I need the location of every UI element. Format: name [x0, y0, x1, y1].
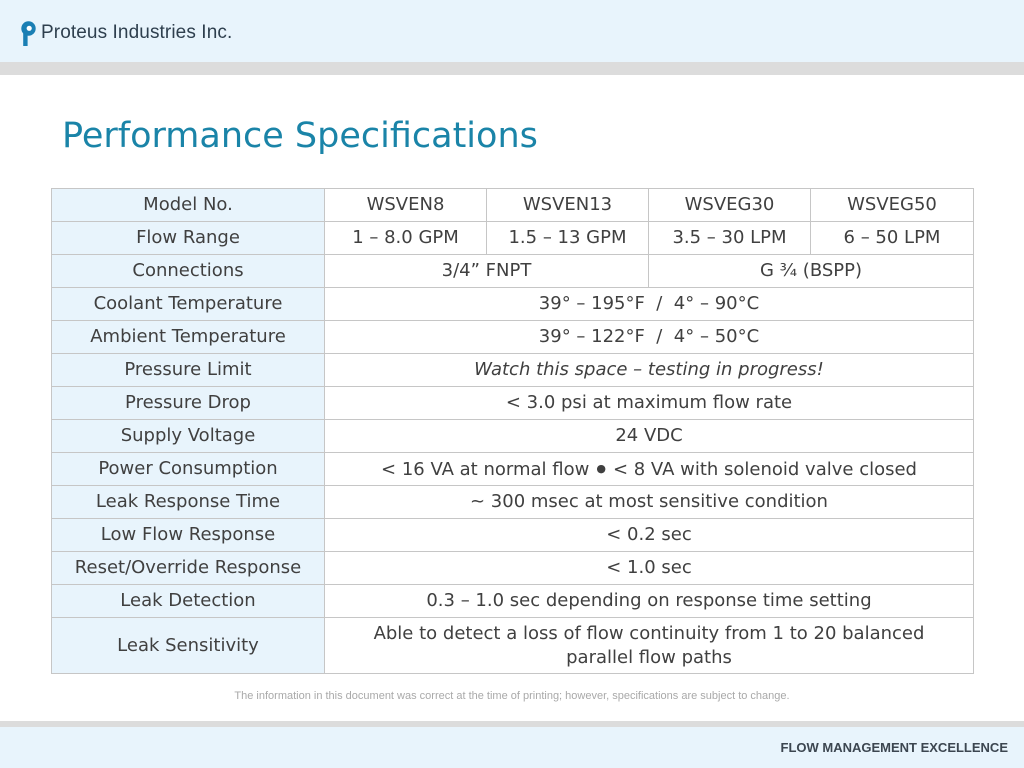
row-label-pressure-limit: Pressure Limit: [51, 353, 325, 387]
company-name: Proteus Industries Inc.: [41, 22, 233, 43]
row-label-reset-override-response: Reset/Override Response: [51, 551, 325, 585]
specifications-table: Model No. WSVEN8 WSVEN13 WSVEG30 WSVEG50…: [51, 188, 974, 674]
row-label-low-flow-response: Low Flow Response: [51, 518, 325, 552]
table-row-model: Model No. WSVEN8 WSVEN13 WSVEG30 WSVEG50: [51, 188, 974, 222]
table-row-ambient-temperature: Ambient Temperature 39° – 122°F / 4° – 5…: [51, 320, 974, 354]
row-label-leak-response-time: Leak Response Time: [51, 485, 325, 519]
supply-voltage-cell: 24 VDC: [324, 419, 974, 453]
bullet-separator-icon: ●: [596, 461, 606, 475]
power-normal-flow-text: < 16 VA at normal flow: [381, 458, 590, 480]
table-row-pressure-limit: Pressure Limit Watch this space – testin…: [51, 353, 974, 387]
table-row-leak-detection: Leak Detection 0.3 – 1.0 sec depending o…: [51, 584, 974, 618]
row-label-supply-voltage: Supply Voltage: [51, 419, 325, 453]
leak-response-time-cell: ~ 300 msec at most sensitive condition: [324, 485, 974, 519]
disclaimer-text: The information in this document was cor…: [234, 690, 790, 702]
flow-range-cell: 6 – 50 LPM: [810, 221, 974, 255]
table-row-leak-sensitivity: Leak Sensitivity Able to detect a loss o…: [51, 617, 974, 674]
flow-range-cell: 3.5 – 30 LPM: [648, 221, 811, 255]
connections-cell: G ¾ (BSPP): [648, 254, 974, 288]
page-title: Performance Specifications: [62, 116, 538, 156]
model-cell: WSVEN13: [486, 188, 649, 222]
leak-sensitivity-line-2: parallel flow paths: [566, 646, 732, 668]
pressure-drop-cell: < 3.0 psi at maximum flow rate: [324, 386, 974, 420]
connections-cell: 3/4” FNPT: [324, 254, 649, 288]
company-logo: Proteus Industries Inc.: [20, 20, 232, 46]
table-row-reset-override-response: Reset/Override Response < 1.0 sec: [51, 551, 974, 585]
table-row-coolant-temperature: Coolant Temperature 39° – 195°F / 4° – 9…: [51, 287, 974, 321]
table-row-connections: Connections 3/4” FNPT G ¾ (BSPP): [51, 254, 974, 288]
header-bar: [0, 0, 1024, 62]
flow-range-cell: 1.5 – 13 GPM: [486, 221, 649, 255]
table-row-supply-voltage: Supply Voltage 24 VDC: [51, 419, 974, 453]
leak-detection-cell: 0.3 – 1.0 sec depending on response time…: [324, 584, 974, 618]
power-consumption-cell: < 16 VA at normal flow ● < 8 VA with solen…: [324, 452, 974, 486]
leak-sensitivity-cell: Able to detect a loss of flow continuity…: [324, 617, 974, 674]
leak-sensitivity-line-1: Able to detect a loss of flow continuity…: [373, 622, 925, 644]
row-label-leak-sensitivity: Leak Sensitivity: [51, 617, 325, 674]
footer-divider: [0, 721, 1024, 727]
row-label-pressure-drop: Pressure Drop: [51, 386, 325, 420]
table-row-leak-response-time: Leak Response Time ~ 300 msec at most se…: [51, 485, 974, 519]
proteus-logo-icon: [21, 21, 36, 46]
model-cell: WSVEG50: [810, 188, 974, 222]
table-row-power-consumption: Power Consumption < 16 VA at normal flow…: [51, 452, 974, 486]
coolant-temperature-cell: 39° – 195°F / 4° – 90°C: [324, 287, 974, 321]
model-cell: WSVEN8: [324, 188, 487, 222]
row-label-connections: Connections: [51, 254, 325, 288]
footer-tagline: FLOW MANAGEMENT EXCELLENCE: [780, 740, 1009, 755]
ambient-temperature-cell: 39° – 122°F / 4° – 50°C: [324, 320, 974, 354]
row-label-coolant-temperature: Coolant Temperature: [51, 287, 325, 321]
model-cell: WSVEG30: [648, 188, 811, 222]
row-label-power-consumption: Power Consumption: [51, 452, 325, 486]
row-label-model: Model No.: [51, 188, 325, 222]
pressure-limit-cell: Watch this space – testing in progress!: [324, 353, 974, 387]
low-flow-response-cell: < 0.2 sec: [324, 518, 974, 552]
table-row-flow-range: Flow Range 1 – 8.0 GPM 1.5 – 13 GPM 3.5 …: [51, 221, 974, 255]
table-row-pressure-drop: Pressure Drop < 3.0 psi at maximum flow …: [51, 386, 974, 420]
table-row-low-flow-response: Low Flow Response < 0.2 sec: [51, 518, 974, 552]
row-label-leak-detection: Leak Detection: [51, 584, 325, 618]
power-valve-closed-text: < 8 VA with solenoid valve closed: [612, 458, 917, 480]
header-divider: [0, 62, 1024, 75]
row-label-flow-range: Flow Range: [51, 221, 325, 255]
footer-bar: [0, 727, 1024, 768]
reset-override-response-cell: < 1.0 sec: [324, 551, 974, 585]
flow-range-cell: 1 – 8.0 GPM: [324, 221, 487, 255]
row-label-ambient-temperature: Ambient Temperature: [51, 320, 325, 354]
